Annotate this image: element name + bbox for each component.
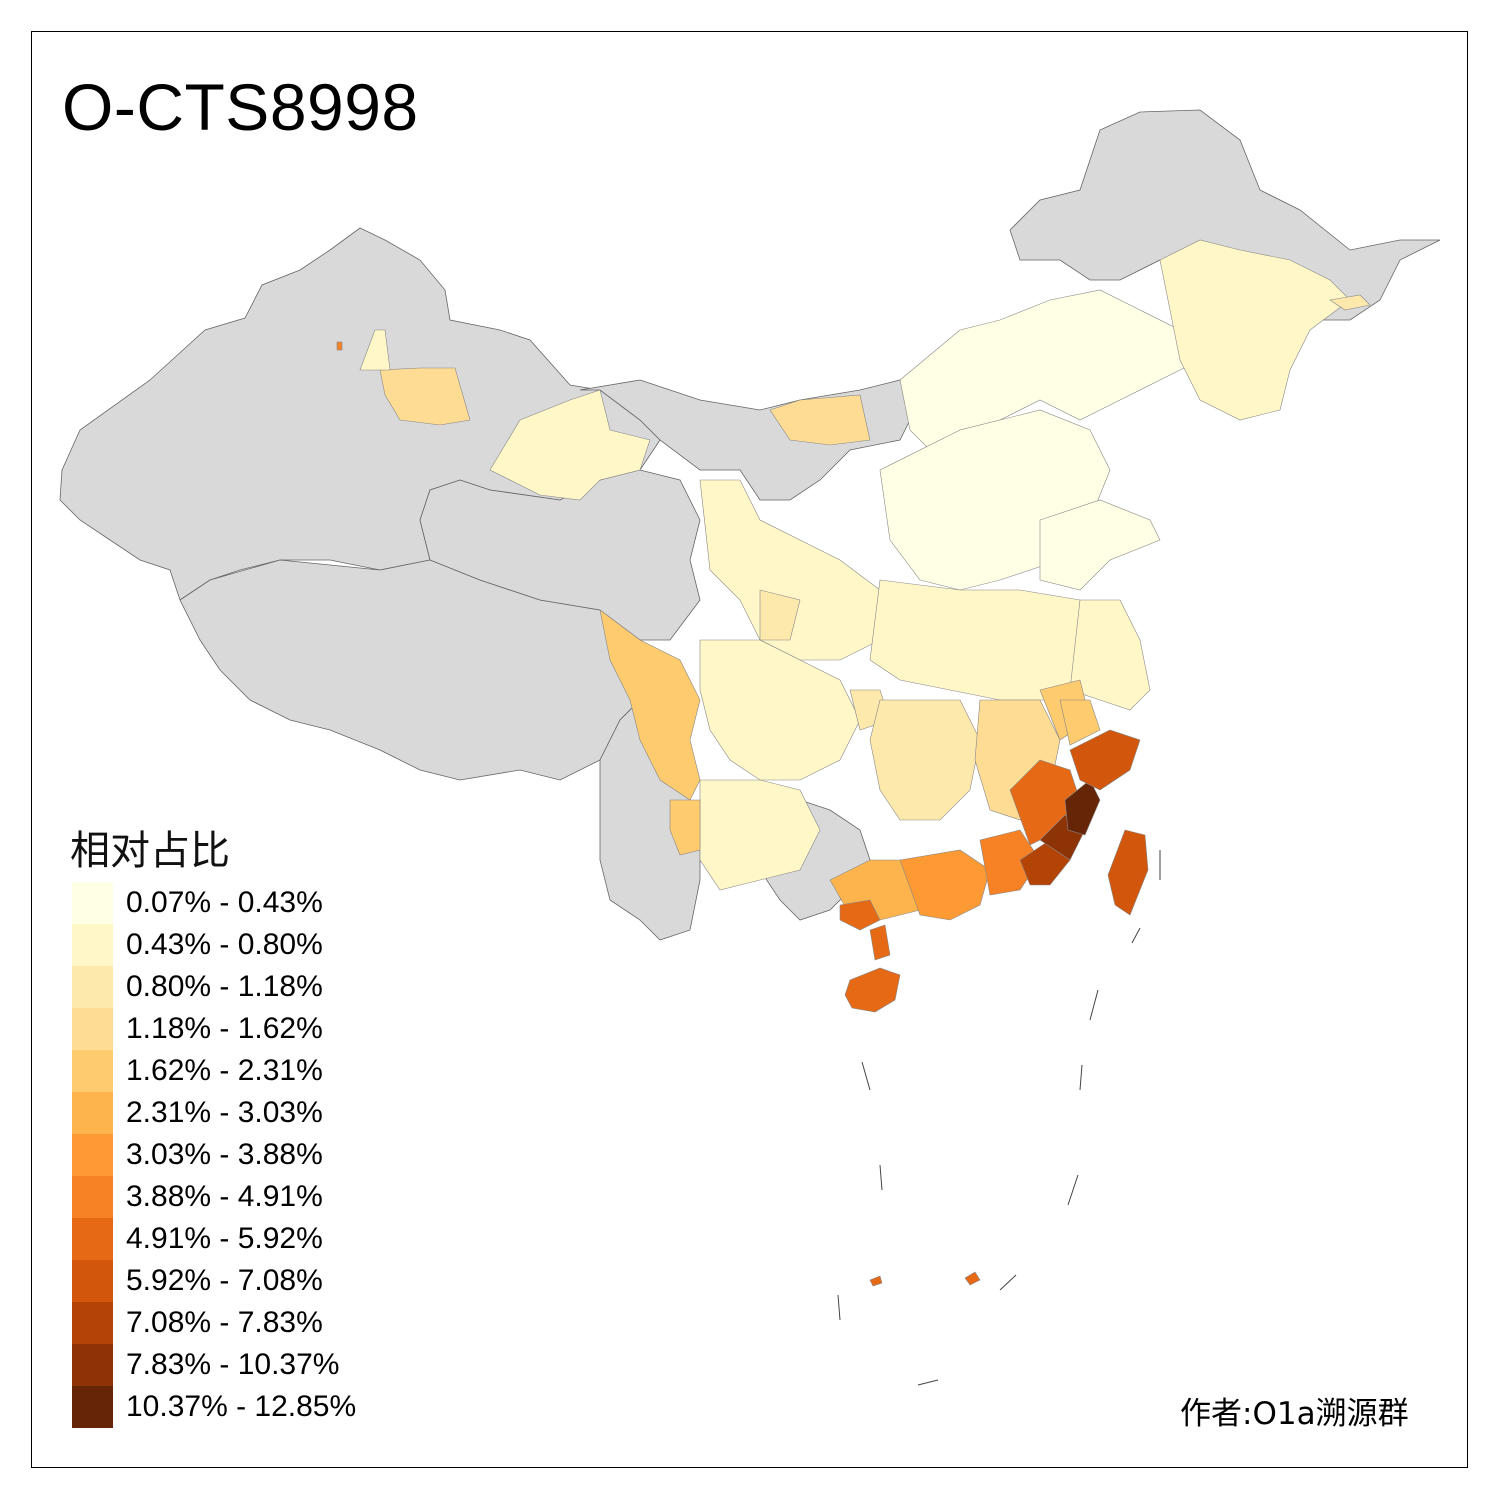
region-island-2 [869, 1275, 883, 1287]
legend-swatch [72, 1050, 113, 1092]
legend-label: 3.88% - 4.91% [126, 1180, 323, 1213]
legend-label: 3.03% - 3.88% [126, 1138, 323, 1171]
legend-label: 1.18% - 1.62% [126, 1012, 323, 1045]
legend-item: 4.91% - 5.92% [72, 1218, 412, 1260]
author-credit: 作者:O1a溯源群 [1180, 1396, 1409, 1432]
region-hexi [489, 389, 651, 501]
legend-title: 相对占比 [70, 828, 230, 874]
legend-label: 4.91% - 5.92% [126, 1222, 323, 1255]
legend-label: 0.07% - 0.43% [126, 886, 323, 919]
region-yunnan-west [669, 799, 701, 856]
region-heilongjiang [1009, 109, 1441, 321]
region-sichuan-basin [699, 639, 861, 781]
region-jilin-liaoning [1159, 239, 1351, 421]
legend-item: 0.43% - 0.80% [72, 924, 412, 966]
legend-swatch [72, 966, 113, 1008]
legend-swatch [72, 882, 113, 924]
legend-swatch [72, 1260, 113, 1302]
legend-swatch [72, 1092, 113, 1134]
region-hainan [844, 967, 901, 1013]
legend-item: 10.37% - 12.85% [72, 1386, 412, 1428]
region-zhejiang-south [1059, 699, 1101, 746]
legend-label: 0.43% - 0.80% [126, 928, 323, 961]
legend-label: 5.92% - 7.08% [126, 1264, 323, 1297]
region-island-1 [964, 1271, 981, 1286]
legend-label: 7.08% - 7.83% [126, 1306, 323, 1339]
legend-label: 1.62% - 2.31% [126, 1054, 323, 1087]
legend-item: 3.88% - 4.91% [72, 1176, 412, 1218]
region-leizhou [869, 924, 891, 961]
region-fujian-core [1064, 779, 1101, 836]
legend-label: 10.37% - 12.85% [126, 1390, 357, 1423]
region-guangdong-coast [839, 899, 881, 931]
region-yunnan-light [699, 779, 821, 891]
region-sichuan-west [599, 609, 701, 801]
legend: 0.07% - 0.43% 0.43% - 0.80% 0.80% - 1.18… [72, 882, 412, 1428]
region-shandong [1039, 499, 1161, 591]
region-hunan [869, 699, 981, 821]
legend-swatch [72, 1386, 113, 1428]
data-regions [336, 239, 1371, 1287]
legend-item: 2.31% - 3.03% [72, 1092, 412, 1134]
legend-label: 0.80% - 1.18% [126, 970, 323, 1003]
region-taiwan [1107, 829, 1149, 916]
region-guangdong-west [899, 849, 991, 921]
legend-label: 2.31% - 3.03% [126, 1096, 323, 1129]
legend-item: 1.62% - 2.31% [72, 1050, 412, 1092]
legend-item: 3.03% - 3.88% [72, 1134, 412, 1176]
region-inner-mongolia-west [769, 394, 871, 446]
legend-item: 0.80% - 1.18% [72, 966, 412, 1008]
region-central-2 [759, 589, 801, 641]
legend-swatch [72, 924, 113, 966]
south-china-sea-islands [837, 850, 1161, 1386]
region-xinjiang-north [359, 329, 391, 371]
legend-label: 7.83% - 10.37% [126, 1348, 340, 1381]
legend-item: 5.92% - 7.08% [72, 1260, 412, 1302]
map-frame [31, 31, 1468, 1468]
legend-item: 7.08% - 7.83% [72, 1302, 412, 1344]
legend-item: 0.07% - 0.43% [72, 882, 412, 924]
legend-swatch [72, 1344, 113, 1386]
region-xinjiang-dot [336, 341, 343, 351]
region-fujian-north [1069, 729, 1141, 791]
region-urumqi [379, 367, 471, 426]
legend-swatch [72, 1176, 113, 1218]
legend-item: 7.83% - 10.37% [72, 1344, 412, 1386]
region-qinghai [419, 469, 701, 641]
legend-swatch [72, 1134, 113, 1176]
map-title: O-CTS8998 [62, 70, 419, 144]
legend-swatch [72, 1302, 113, 1344]
legend-item: 1.18% - 1.62% [72, 1008, 412, 1050]
region-northeast-patch [1329, 294, 1371, 311]
legend-swatch [72, 1218, 113, 1260]
legend-swatch [72, 1008, 113, 1050]
